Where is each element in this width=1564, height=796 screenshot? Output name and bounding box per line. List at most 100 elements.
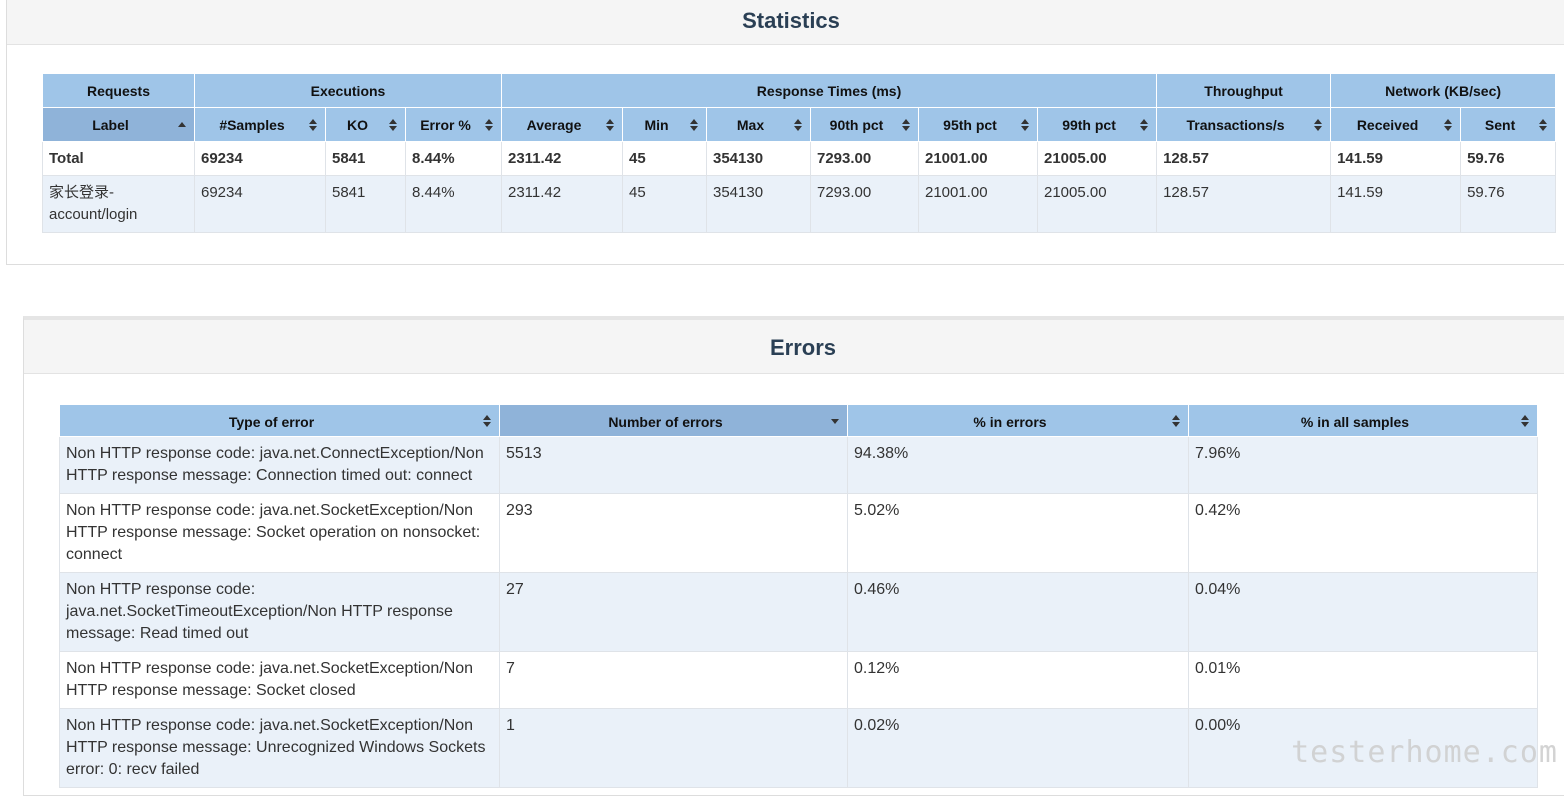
errors-table: Type of error Number of errors % in errors…	[59, 404, 1538, 788]
table-cell: 5841	[325, 175, 406, 233]
column-header-in-all-samples[interactable]: % in all samples	[1188, 404, 1538, 437]
column-header-label: Sent	[1484, 116, 1516, 133]
column-header-label: 95th pct	[943, 116, 997, 133]
total-row: Total 69234 5841 8.44% 2311.42 45 354130 7293.0…	[42, 141, 1557, 176]
table-cell: 141.59	[1330, 175, 1462, 233]
table-cell: 5.02%	[847, 493, 1189, 573]
table-row: Non HTTP response code: java.net.SocketE…	[59, 651, 1538, 709]
sort-both-icon[interactable]	[1521, 414, 1529, 427]
column-header-samples[interactable]: #Samples	[194, 107, 326, 142]
sort-both-icon[interactable]	[606, 118, 614, 131]
sort-both-icon[interactable]	[1140, 118, 1149, 131]
column-header-label: Min	[644, 116, 669, 133]
sort-both-icon[interactable]	[1444, 118, 1453, 131]
table-cell: 59.76	[1460, 175, 1557, 233]
table-cell: 141.59	[1330, 141, 1462, 176]
column-header-label: Transactions/s	[1186, 116, 1285, 133]
watermark: testerhome.com	[1291, 735, 1558, 770]
table-cell: 27	[499, 572, 848, 652]
column-header-95th-pct[interactable]: 95th pct	[918, 107, 1038, 142]
table-cell: 5513	[499, 436, 848, 494]
table-cell: 21001.00	[918, 175, 1038, 233]
table-cell: 8.44%	[405, 141, 502, 176]
column-header-max[interactable]: Max	[706, 107, 811, 142]
column-header-label: Label	[92, 116, 129, 133]
table-cell: 7293.00	[810, 175, 919, 233]
table-cell: 0.01%	[1188, 651, 1538, 709]
table-cell: 21001.00	[918, 141, 1038, 176]
table-cell: 69234	[194, 175, 326, 233]
table-cell: 家长登录-account/login	[42, 175, 195, 233]
column-header-label: % in errors	[973, 413, 1047, 430]
column-header-label: #Samples	[219, 116, 285, 133]
column-header-label: Max	[736, 116, 765, 133]
table-cell: 354130	[706, 141, 811, 176]
group-header-requests: Requests	[42, 73, 195, 108]
column-header-error[interactable]: Error %	[405, 107, 502, 142]
table-cell: 0.46%	[847, 572, 1189, 652]
table-cell: 0.00%	[1188, 708, 1538, 788]
table-cell: 128.57	[1156, 141, 1332, 176]
table-cell: Non HTTP response code: java.net.SocketE…	[59, 493, 500, 573]
sort-desc-icon[interactable]	[831, 415, 839, 427]
table-cell: 8.44%	[405, 175, 502, 233]
column-header-label: 99th pct	[1062, 116, 1116, 133]
column-header-min[interactable]: Min	[622, 107, 707, 142]
table-cell: Non HTTP response code: java.net.Connect…	[59, 436, 500, 494]
table-cell: Non HTTP response code: java.net.SocketE…	[59, 708, 500, 788]
table-cell: 94.38%	[847, 436, 1189, 494]
sort-both-icon[interactable]	[309, 118, 317, 131]
column-header-99th-pct[interactable]: 99th pct	[1036, 107, 1158, 142]
sort-both-icon[interactable]	[1021, 118, 1029, 131]
column-header-type-of-error[interactable]: Type of error	[59, 404, 500, 437]
column-header-ko[interactable]: KO	[325, 107, 406, 142]
column-header-average[interactable]: Average	[501, 107, 623, 142]
column-header-label: 90th pct	[829, 116, 884, 133]
statistics-table: Requests Executions Response Times (ms) …	[42, 73, 1557, 233]
table-cell: 7	[499, 651, 848, 709]
table-cell: 69234	[194, 141, 326, 176]
column-header-label: % in all samples	[1300, 413, 1410, 430]
statistics-title: Statistics	[7, 0, 1564, 45]
errors-panel: Errors Type of error Number of errors % in…	[23, 316, 1564, 796]
column-header-label: Error %	[420, 116, 471, 133]
column-header-label[interactable]: Label	[42, 107, 195, 142]
column-header-sent[interactable]: Sent	[1460, 107, 1557, 142]
errors-title: Errors	[24, 320, 1564, 374]
column-header-label: Number of errors	[608, 413, 723, 430]
sort-both-icon[interactable]	[485, 118, 493, 131]
table-cell: 59.76	[1460, 141, 1557, 176]
column-header-transactions-s[interactable]: Transactions/s	[1156, 107, 1332, 142]
column-header-received[interactable]: Received	[1330, 107, 1462, 142]
sort-both-icon[interactable]	[1314, 118, 1323, 131]
column-header-in-errors[interactable]: % in errors	[847, 404, 1189, 437]
table-row: Non HTTP response code: java.net.SocketT…	[59, 572, 1538, 652]
table-cell: 45	[622, 141, 707, 176]
column-header-90th-pct[interactable]: 90th pct	[810, 107, 919, 142]
table-cell: 2311.42	[501, 141, 623, 176]
sort-both-icon[interactable]	[794, 118, 802, 131]
sort-both-icon[interactable]	[902, 118, 910, 131]
sort-both-icon[interactable]	[1172, 414, 1180, 427]
table-cell: 0.12%	[847, 651, 1189, 709]
table-cell: Non HTTP response code: java.net.SocketE…	[59, 651, 500, 709]
sort-both-icon[interactable]	[483, 414, 491, 427]
table-cell: 7.96%	[1188, 436, 1538, 494]
sort-both-icon[interactable]	[389, 118, 397, 131]
table-row: 家长登录-account/login 69234 5841 8.44% 2311.42 4…	[42, 175, 1557, 233]
table-cell: 354130	[706, 175, 811, 233]
sort-both-icon[interactable]	[1539, 118, 1548, 131]
group-header-throughput: Throughput	[1156, 73, 1332, 108]
table-cell: 2311.42	[501, 175, 623, 233]
sort-both-icon[interactable]	[690, 118, 698, 131]
table-cell: 5841	[325, 141, 406, 176]
group-header-response-times: Response Times (ms)	[500, 73, 1158, 108]
column-header-label: Type of error	[228, 413, 315, 430]
table-cell: Non HTTP response code: java.net.SocketT…	[59, 572, 500, 652]
column-header-label: Received	[1356, 116, 1419, 133]
table-cell: 7293.00	[810, 141, 919, 176]
column-header-number-of-errors[interactable]: Number of errors	[499, 404, 848, 437]
table-cell: 0.04%	[1188, 572, 1538, 652]
sort-asc-icon[interactable]	[178, 119, 186, 131]
table-cell: Total	[42, 141, 195, 176]
